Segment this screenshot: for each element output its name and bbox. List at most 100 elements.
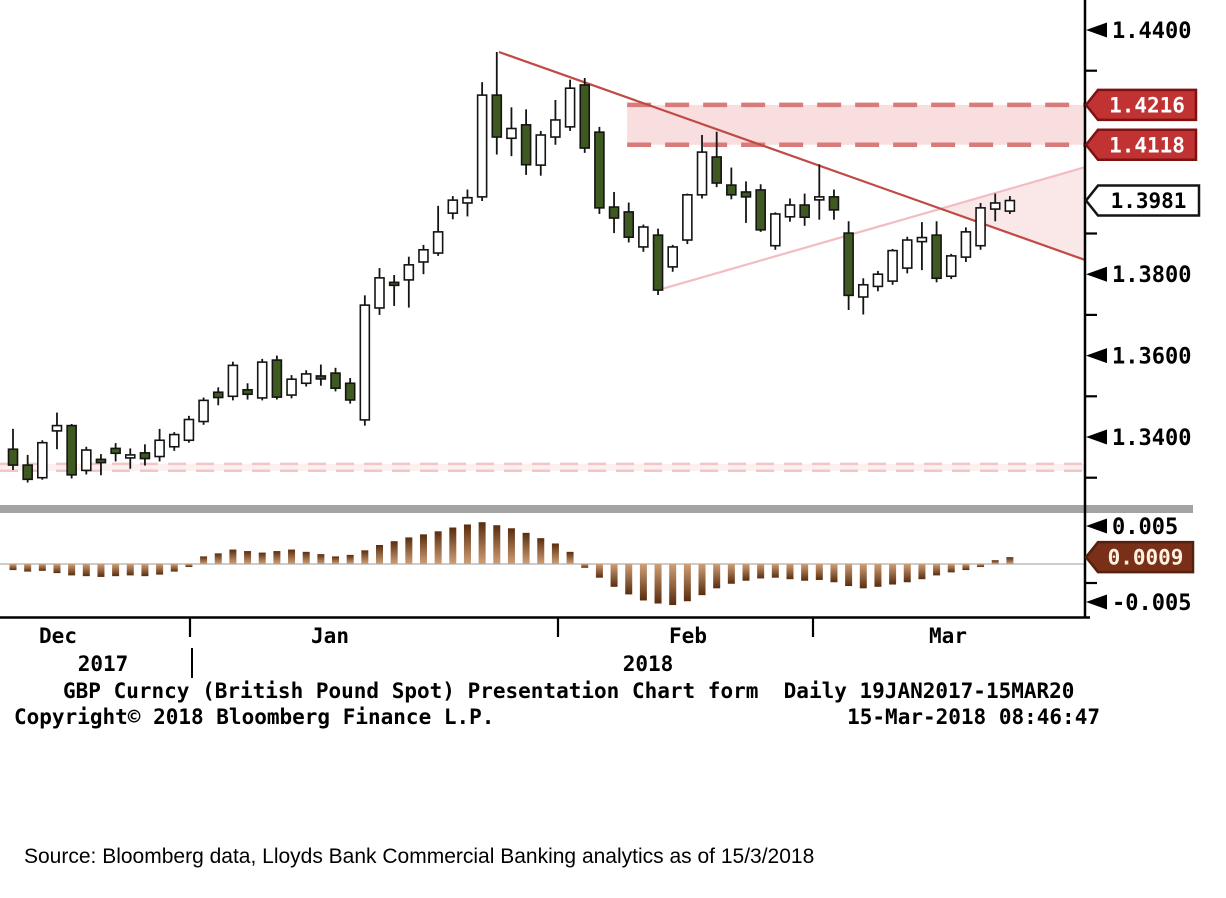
candle-body [183, 418, 195, 442]
momentum-bar [9, 564, 17, 571]
candle-body [520, 124, 532, 166]
momentum-bar [918, 564, 926, 580]
price-badge-label: 1.3981 [1111, 189, 1187, 213]
momentum-bar [170, 564, 178, 572]
candle-body [857, 283, 869, 298]
panel-separator [0, 505, 1193, 513]
candle-body [95, 458, 107, 464]
candle-body [594, 131, 605, 209]
candle-body [124, 454, 136, 459]
momentum-bar [683, 564, 691, 602]
axis-tick-arrow [1086, 348, 1107, 364]
month-label: Mar [929, 624, 967, 648]
candle-body [139, 452, 151, 460]
momentum-bar [156, 564, 164, 575]
momentum-bar [463, 524, 471, 564]
momentum-bar [830, 564, 838, 583]
momentum-bar [801, 564, 809, 581]
candle-body [975, 207, 986, 247]
momentum-bar [874, 564, 882, 587]
resistance-zone [627, 104, 1085, 145]
momentum-bar [537, 538, 545, 564]
momentum-bar [141, 564, 149, 577]
candle-body [359, 304, 371, 421]
momentum-bar [244, 551, 252, 564]
chart-title-line: GBP Curncy (British Pound Spot) Presenta… [63, 679, 1075, 703]
momentum-bar [566, 551, 574, 564]
momentum-bar [478, 522, 486, 564]
candle-body [623, 211, 635, 238]
candle-body [960, 231, 972, 258]
candle-body [66, 424, 77, 476]
candle-body [374, 277, 385, 309]
momentum-badge [1084, 540, 1195, 574]
candle-body [256, 361, 268, 399]
momentum-bar [68, 564, 76, 576]
momentum-bar [434, 531, 442, 564]
candle-body [931, 234, 942, 280]
price-tick-label: 1.4400 [1112, 19, 1191, 44]
price-tick-label: 1.3600 [1112, 345, 1191, 370]
candle-body [418, 248, 429, 263]
momentum-bar [522, 532, 530, 564]
uptrend-line [657, 166, 1086, 292]
candle-body [476, 94, 488, 198]
candle-body [813, 196, 825, 201]
momentum-bar [771, 564, 779, 578]
year-label: 2018 [623, 652, 674, 676]
candle-body [432, 231, 444, 254]
price-badge [1084, 88, 1198, 122]
momentum-bar [815, 564, 823, 580]
momentum-bar [24, 564, 32, 572]
axis-tick-arrow [1086, 429, 1107, 445]
momentum-bar [390, 541, 398, 564]
month-label: Dec [39, 624, 77, 648]
candle-body [579, 84, 591, 149]
candle-body [799, 204, 810, 219]
candle-body [212, 391, 224, 399]
candle-body [550, 119, 561, 138]
price-tick-label: 1.3800 [1112, 263, 1191, 288]
price-badge-label: 1.4118 [1109, 133, 1185, 157]
momentum-bar [346, 554, 354, 564]
candle-body [887, 249, 898, 282]
momentum-bar [82, 564, 90, 577]
price-badge [1084, 184, 1201, 217]
momentum-bar [507, 528, 515, 564]
candle-body [330, 372, 341, 389]
copyright-line: Copyright© 2018 Bloomberg Finance L.P. [14, 705, 495, 729]
timestamp: 15-Mar-2018 08:46:47 [847, 705, 1100, 729]
axis-tick-arrow [1086, 594, 1107, 610]
momentum-bar [977, 564, 985, 568]
momentum-bar [302, 551, 310, 564]
momentum-tick-label: 0.005 [1112, 515, 1178, 540]
momentum-bar [288, 549, 296, 564]
candle-body [300, 373, 312, 385]
momentum-bar [933, 564, 941, 576]
momentum-bar [625, 564, 633, 595]
momentum-bar [38, 564, 46, 571]
momentum-bar [669, 564, 677, 606]
axis-tick-arrow [1086, 266, 1107, 282]
candle-body [51, 424, 63, 432]
axis-tick-arrow [1086, 22, 1107, 38]
downtrend-line [498, 50, 1086, 261]
momentum-bar [112, 564, 120, 577]
momentum-bar [727, 564, 735, 584]
momentum-bar [947, 564, 955, 573]
candle-body [1004, 199, 1016, 212]
candle-body [828, 196, 840, 211]
momentum-bar [654, 564, 662, 604]
month-label: Jan [311, 624, 349, 648]
candle-body [916, 236, 928, 243]
momentum-bar [405, 537, 413, 564]
price-badge [1084, 128, 1198, 162]
candle-body [608, 206, 620, 219]
candle-body [344, 382, 356, 401]
candle-body [638, 226, 649, 248]
candle-body [682, 194, 693, 241]
momentum-bar [376, 545, 383, 564]
momentum-bar [786, 564, 794, 580]
